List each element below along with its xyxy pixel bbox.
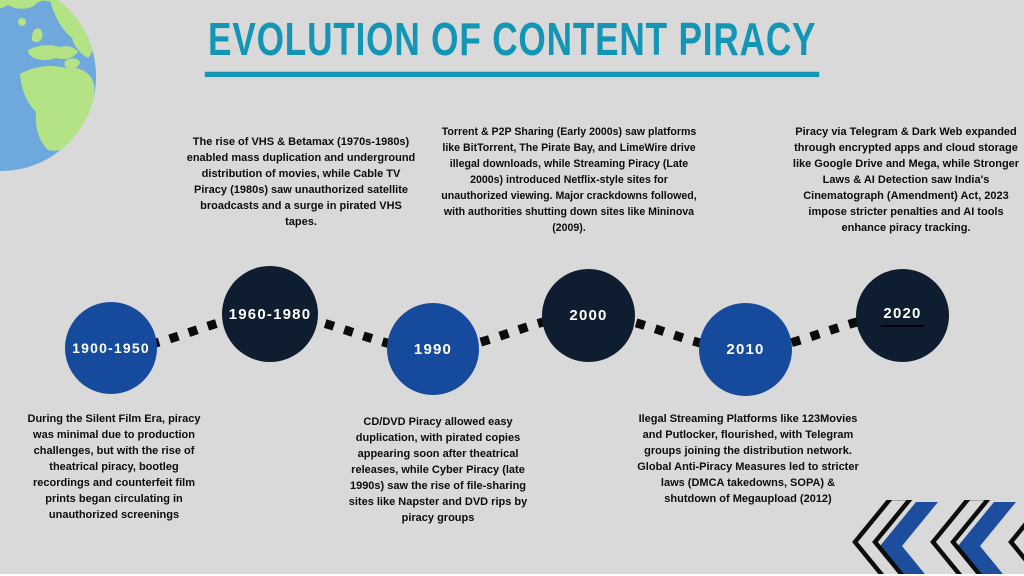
bottom-edge-strip [0,574,1024,576]
era-note-1960-1980: The rise of VHS & Betamax (1970s-1980s) … [186,136,416,228]
era-label: 1960-1980 [228,305,312,323]
era-label: 1900-1950 [72,340,150,356]
triple-chevron-left-icon [852,500,1024,576]
timeline-node-2010: 2010 [699,303,792,396]
era-note-2020: Piracy via Telegram & Dark Web expanded … [792,126,1020,234]
era-note-2010: Ilegal Streaming Platforms like 123Movie… [637,413,859,505]
era-note-1990: CD/DVD Piracy allowed easy duplication, … [348,416,528,524]
timeline-node-1990: 1990 [387,303,479,395]
era-label: 2010 [726,341,765,358]
era-label: 2020 [881,305,924,327]
globe-icon [0,0,96,171]
era-note-1900-1950: During the Silent Film Era, piracy was m… [27,413,201,521]
timeline-node-2000: 2000 [542,269,635,362]
era-note-2000: Torrent & P2P Sharing (Early 2000s) saw … [441,126,697,234]
era-label: 1990 [413,340,453,358]
timeline-node-1900-1950: 1900-1950 [65,302,157,394]
timeline-node-1960-1980: 1960-1980 [222,266,318,362]
timeline-node-2020: 2020 [856,269,949,362]
era-label: 2000 [569,307,608,324]
